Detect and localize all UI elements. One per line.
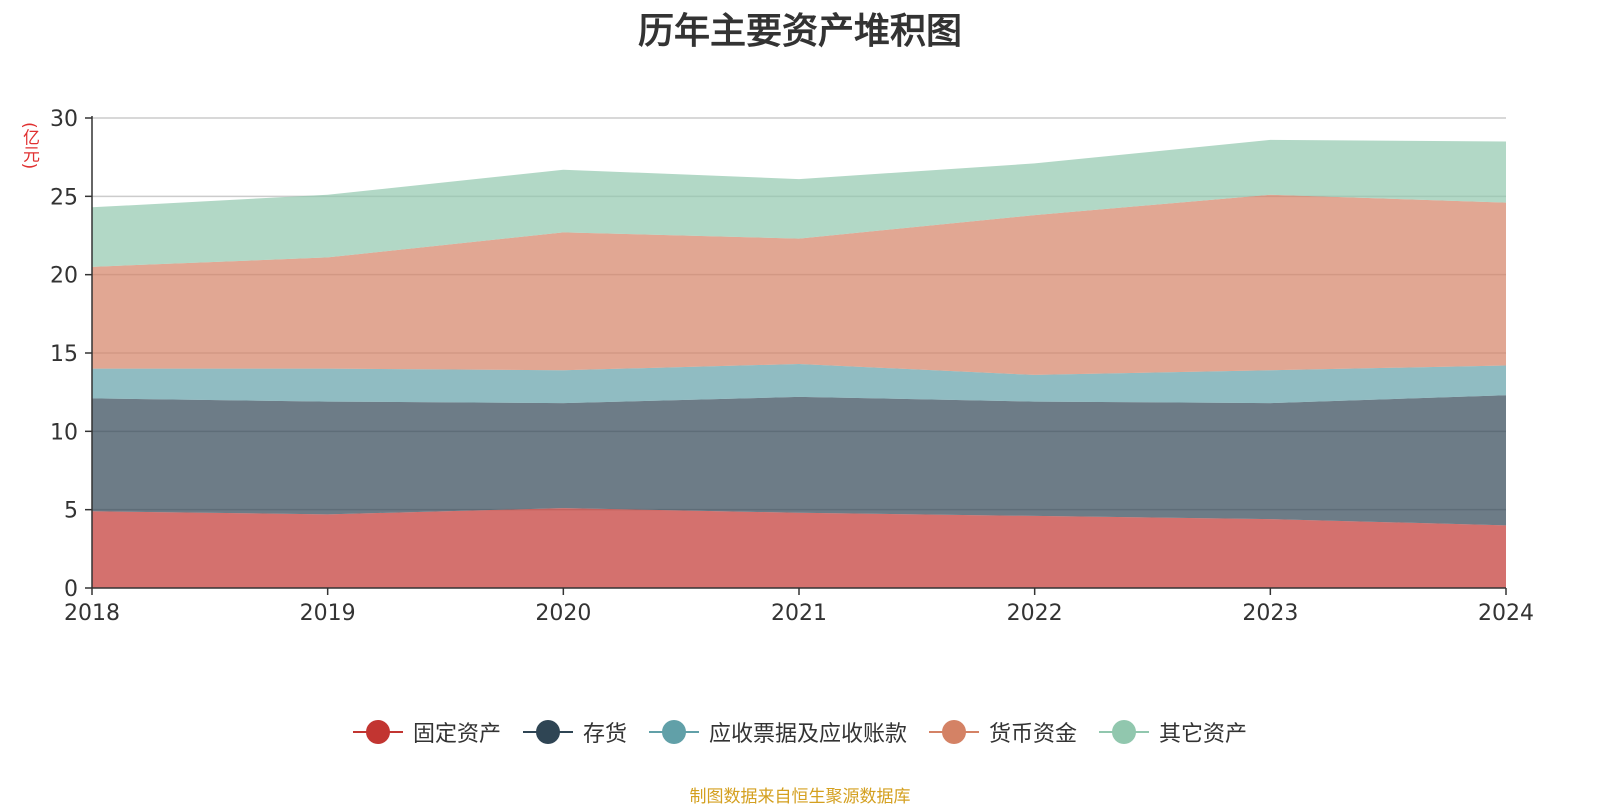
area-series-1 — [92, 508, 1506, 588]
chart-title: 历年主要资产堆积图 — [637, 11, 962, 52]
area-series-5 — [92, 139, 1506, 267]
y-tick-label-20: 20 — [50, 264, 78, 289]
x-tick-label-2018: 2018 — [64, 601, 120, 626]
source-note: 制图数据来自恒生聚源数据库 — [689, 787, 911, 807]
legend-label: 应收票据及应收账款 — [708, 722, 907, 747]
y-tick-label-30: 30 — [50, 107, 78, 132]
area-series-3 — [92, 363, 1506, 404]
legend-item-3[interactable]: 应收票据及应收账款 — [648, 716, 907, 748]
y-axis-unit-label: (亿元) — [19, 122, 39, 170]
legend-marker-icon — [1099, 720, 1150, 744]
x-tick-label-2021: 2021 — [771, 601, 827, 626]
x-tick-label-2023: 2023 — [1242, 601, 1298, 626]
legend-label: 其它资产 — [1159, 722, 1248, 747]
axes — [85, 116, 1507, 595]
x-tick-label-2019: 2019 — [300, 601, 356, 626]
legend-item-1[interactable]: 固定资产 — [352, 716, 501, 748]
legend-marker-icon — [929, 720, 979, 744]
y-tick-label-25: 25 — [50, 185, 78, 210]
y-tick-label-10: 10 — [50, 420, 78, 445]
legend-item-2[interactable]: 存货 — [522, 716, 627, 748]
x-tick-label-2020: 2020 — [535, 601, 591, 626]
legend-marker-icon — [522, 720, 573, 744]
x-tick-label-2022: 2022 — [1007, 601, 1063, 626]
legend-label: 固定资产 — [412, 722, 501, 747]
legend-marker-icon — [648, 720, 699, 744]
stacked-area-chart: 0 5 10 15 20 25 30 2018 2019 2020 2021 2022 2023 2024 — [50, 107, 1534, 626]
area-series-4 — [92, 194, 1506, 375]
legend-label: 存货 — [582, 722, 627, 747]
x-tick-label-2024: 2024 — [1478, 601, 1534, 626]
y-tick-label-5: 5 — [64, 499, 78, 524]
area-series — [92, 139, 1506, 588]
legend-item-5[interactable]: 其它资产 — [1099, 716, 1247, 748]
tick-labels: 0 5 10 15 20 25 30 2018 2019 2020 2021 2022 2023 2024 — [50, 107, 1534, 626]
legend: 固定资产 存货 应收票据及应收账款 货币资金 其它资产 — [0, 716, 1600, 748]
y-tick-label-0: 0 — [64, 577, 78, 602]
legend-marker-icon — [352, 720, 403, 744]
y-tick-label-15: 15 — [50, 342, 78, 367]
legend-item-4[interactable]: 货币资金 — [929, 716, 1077, 748]
area-series-2 — [92, 395, 1506, 526]
legend-label: 货币资金 — [989, 722, 1078, 747]
